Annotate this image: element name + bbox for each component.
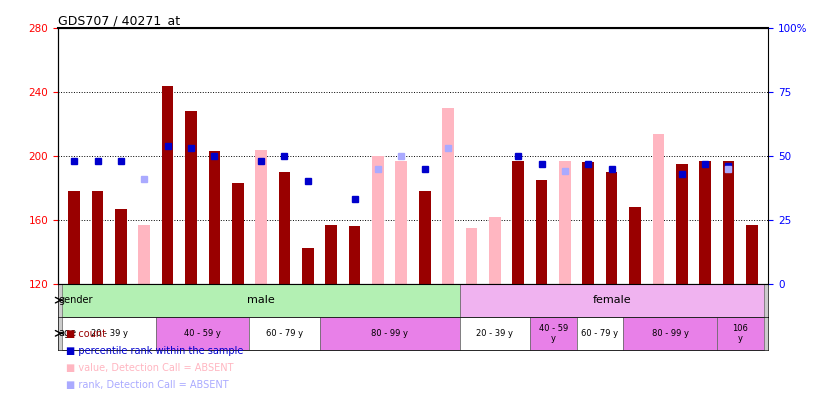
Bar: [249, 317, 320, 350]
Text: male: male: [247, 295, 275, 305]
Bar: [162, 86, 173, 284]
Bar: [629, 207, 641, 284]
Bar: [466, 228, 477, 284]
Bar: [69, 191, 80, 284]
Bar: [582, 162, 594, 284]
Bar: [529, 317, 577, 350]
Bar: [700, 161, 711, 284]
Text: 60 - 79 y: 60 - 79 y: [582, 329, 619, 338]
Text: 80 - 99 y: 80 - 99 y: [371, 329, 408, 338]
Bar: [460, 284, 763, 317]
Bar: [278, 172, 290, 284]
Bar: [325, 224, 337, 284]
Text: 40 - 59 y: 40 - 59 y: [184, 329, 221, 338]
Bar: [577, 317, 624, 350]
Bar: [536, 180, 548, 284]
Bar: [605, 172, 618, 284]
Text: ■ value, Detection Call = ABSENT: ■ value, Detection Call = ABSENT: [66, 363, 234, 373]
Text: gender: gender: [59, 295, 93, 305]
Text: female: female: [592, 295, 631, 305]
Bar: [746, 224, 757, 284]
Bar: [139, 224, 150, 284]
Bar: [653, 134, 664, 284]
Bar: [255, 149, 267, 284]
Text: 106
y: 106 y: [732, 324, 748, 343]
Bar: [372, 156, 384, 284]
Text: GDS707 / 40271_at: GDS707 / 40271_at: [58, 14, 180, 27]
Bar: [460, 317, 529, 350]
Bar: [92, 191, 103, 284]
Bar: [156, 317, 249, 350]
Bar: [208, 151, 221, 284]
Text: ■ count: ■ count: [66, 329, 106, 339]
Text: 20 - 39 y: 20 - 39 y: [477, 329, 513, 338]
Text: ■ percentile rank within the sample: ■ percentile rank within the sample: [66, 346, 244, 356]
Bar: [185, 111, 197, 284]
Bar: [396, 161, 407, 284]
Text: 40 - 59
y: 40 - 59 y: [539, 324, 567, 343]
Bar: [232, 183, 244, 284]
Bar: [419, 191, 430, 284]
Bar: [442, 108, 454, 284]
Bar: [63, 284, 460, 317]
Bar: [302, 248, 314, 284]
Text: age: age: [59, 328, 77, 338]
Bar: [624, 317, 717, 350]
Bar: [676, 164, 687, 284]
Text: 80 - 99 y: 80 - 99 y: [652, 329, 689, 338]
Bar: [63, 317, 156, 350]
Bar: [512, 161, 524, 284]
Bar: [320, 317, 460, 350]
Bar: [489, 217, 501, 284]
Bar: [717, 317, 763, 350]
Text: ■ rank, Detection Call = ABSENT: ■ rank, Detection Call = ABSENT: [66, 380, 229, 390]
Bar: [723, 161, 734, 284]
Text: 20 - 39 y: 20 - 39 y: [91, 329, 128, 338]
Text: 60 - 79 y: 60 - 79 y: [266, 329, 303, 338]
Bar: [115, 209, 126, 284]
Bar: [559, 161, 571, 284]
Bar: [349, 226, 360, 284]
